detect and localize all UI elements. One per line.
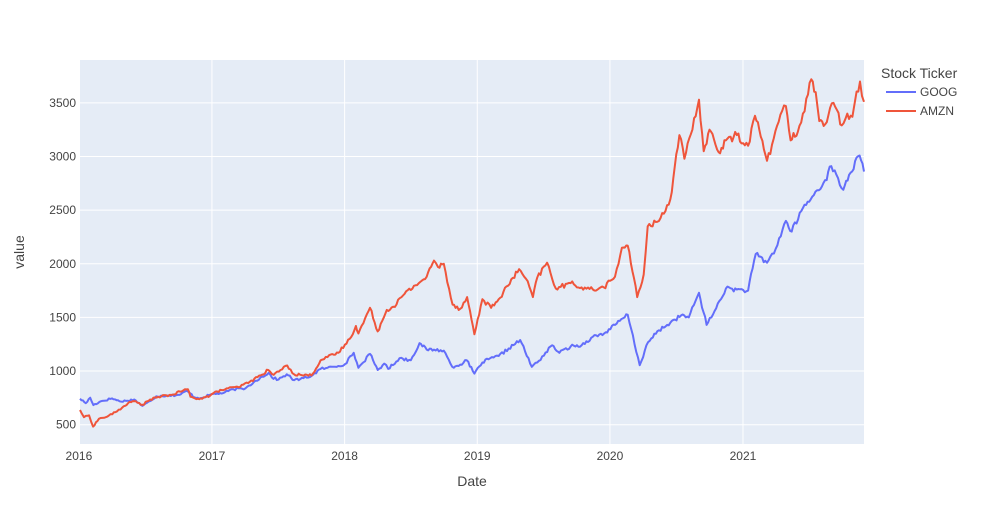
series-layer	[79, 78, 865, 428]
legend-label-goog: GOOG	[920, 85, 957, 99]
y-axis-title: value	[11, 235, 27, 269]
x-tick-label: 2016	[66, 449, 93, 463]
x-tick-label: 2019	[464, 449, 491, 463]
y-tick-label: 1000	[49, 364, 76, 378]
x-axis-ticks: 2016 2017 2018 2019 2020 2021	[66, 449, 757, 463]
x-tick-label: 2018	[331, 449, 358, 463]
y-tick-label: 500	[56, 418, 76, 432]
x-tick-label: 2020	[597, 449, 624, 463]
series-line-amzn	[79, 78, 865, 428]
y-tick-label: 3000	[49, 150, 76, 164]
legend-title: Stock Ticker	[881, 65, 958, 81]
y-tick-label: 3500	[49, 96, 76, 110]
plot-area	[80, 60, 864, 444]
x-axis-title: Date	[457, 473, 487, 489]
x-tick-label: 2017	[199, 449, 226, 463]
legend-label-amzn: AMZN	[920, 104, 954, 118]
series-line-goog	[79, 154, 865, 407]
legend: Stock Ticker GOOG AMZN	[881, 65, 958, 118]
x-tick-label: 2021	[730, 449, 757, 463]
y-tick-label: 2500	[49, 203, 76, 217]
y-tick-label: 1500	[49, 310, 76, 324]
y-tick-label: 2000	[49, 257, 76, 271]
y-axis-ticks: 500 1000 1500 2000 2500 3000 3500	[49, 96, 76, 432]
grid-lines	[78, 60, 864, 444]
